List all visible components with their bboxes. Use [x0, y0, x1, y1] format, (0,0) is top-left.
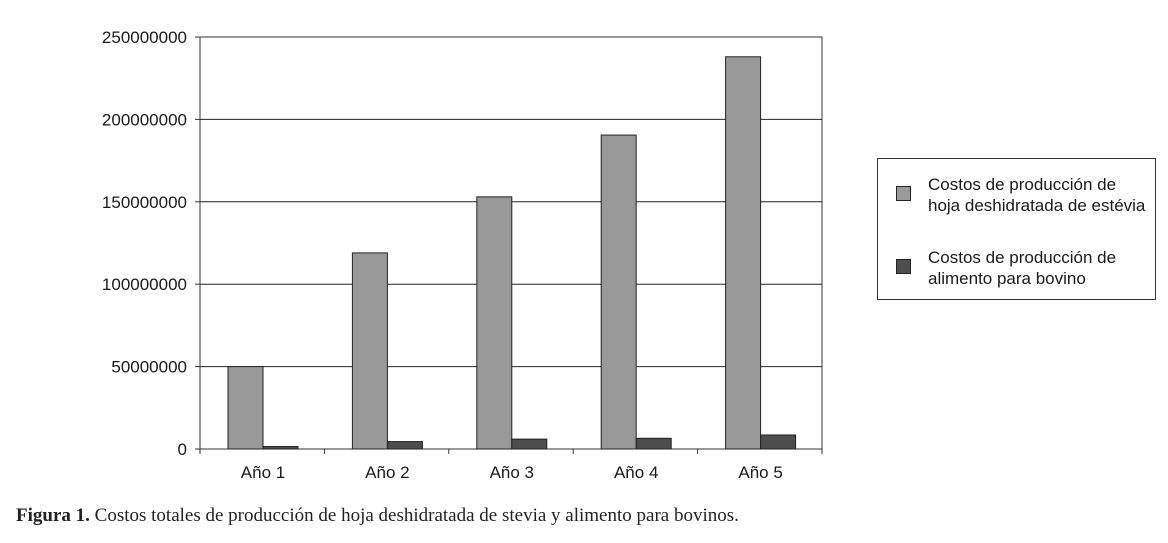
- x-tick-label: Año 5: [738, 463, 782, 482]
- bar-bovino: [511, 438, 548, 450]
- y-tick-label: 0: [178, 440, 187, 459]
- legend-label-bovino: Costos de producción de alimento para bo…: [928, 248, 1117, 288]
- y-tick-label: 200000000: [102, 110, 187, 129]
- legend-item-stevia: Costos de producción de hoja deshidratad…: [896, 174, 1148, 216]
- x-tick-label: Año 3: [490, 463, 534, 482]
- figure-caption: Figura 1. Costos totales de producción d…: [16, 505, 739, 527]
- x-tick-label: Año 4: [614, 463, 658, 482]
- bar-chart: 0 50000000 100000000 150000000 200000000 2500…: [102, 28, 823, 482]
- x-tick-label: Año 1: [241, 463, 285, 482]
- y-tick-label: 250000000: [102, 28, 187, 47]
- bar-stevia: [600, 134, 637, 450]
- bar-stevia: [725, 56, 762, 450]
- bar-stevia: [227, 366, 264, 450]
- x-tick-label: Año 2: [365, 463, 409, 482]
- legend: Costos de producción de hoja deshidratad…: [877, 158, 1156, 300]
- y-axis-ticks: 0 50000000 100000000 150000000 200000000 2500…: [102, 28, 200, 459]
- y-tick-label: 100000000: [102, 275, 187, 294]
- legend-label-stevia: Costos de producción de hoja deshidratad…: [928, 175, 1146, 215]
- bar-bovino: [760, 434, 797, 450]
- bar-bovino: [635, 437, 672, 450]
- caption-text: Costos totales de producción de hoja des…: [94, 505, 739, 526]
- caption-lead: Figura 1.: [16, 505, 90, 526]
- legend-swatch-stevia: [896, 186, 911, 201]
- bar-bovino: [262, 446, 299, 450]
- bar-stevia: [351, 252, 388, 450]
- y-tick-label: 150000000: [102, 193, 187, 212]
- x-axis-ticks: Año 1 Año 2 Año 3 Año 4 Año 5: [199, 449, 823, 482]
- bar-stevia: [476, 196, 513, 450]
- legend-item-bovino: Costos de producción de alimento para bo…: [896, 247, 1148, 289]
- bars: [227, 56, 797, 450]
- legend-swatch-bovino: [896, 259, 911, 274]
- bar-bovino: [386, 441, 423, 450]
- y-tick-label: 50000000: [111, 358, 187, 377]
